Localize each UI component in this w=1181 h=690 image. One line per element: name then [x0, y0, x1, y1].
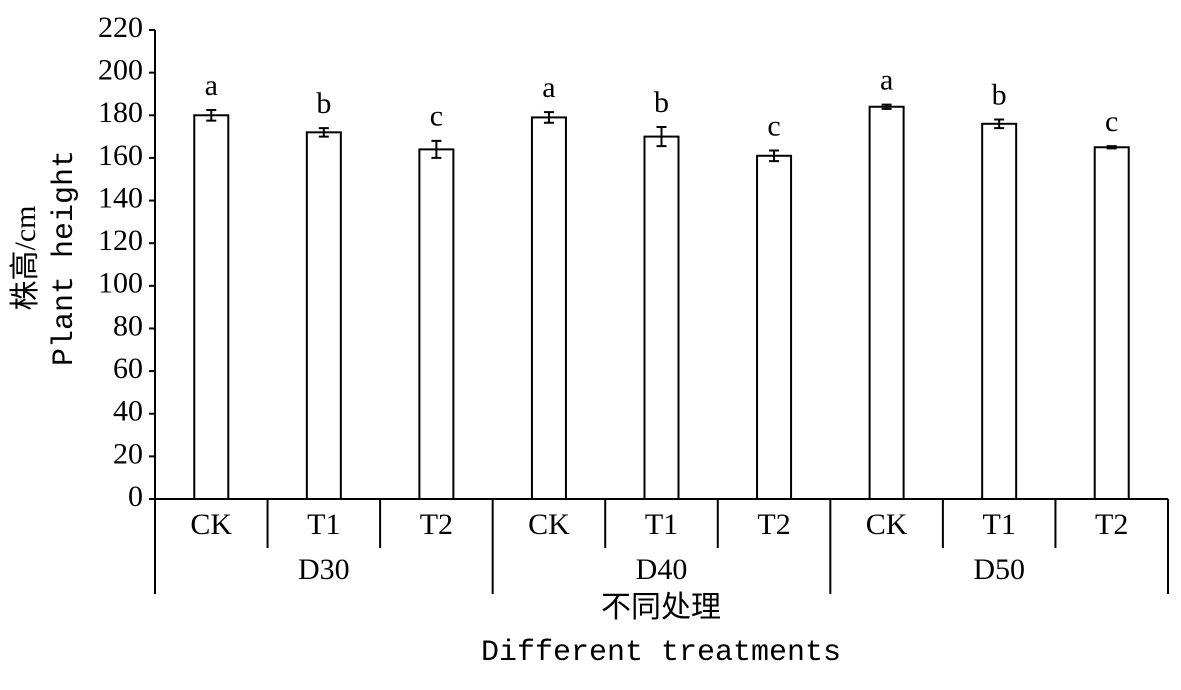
error-bar — [1106, 145, 1117, 150]
error-bar — [656, 125, 667, 148]
y-axis-title: 株高/cm — [9, 206, 42, 311]
y-tick-label: 40 — [113, 395, 143, 428]
x-tick-label: CK — [866, 508, 908, 541]
bar — [193, 114, 230, 500]
y-tick-label: 80 — [113, 309, 143, 342]
error-bar — [318, 127, 329, 138]
significance-letter: b — [992, 78, 1007, 111]
error-bar — [206, 108, 217, 122]
y-tick-label: 0 — [128, 480, 143, 513]
y-tick-label: 120 — [98, 224, 143, 257]
y-tick-label: 60 — [113, 352, 143, 385]
y-tick-label: 220 — [98, 11, 143, 44]
y-tick-label: 100 — [98, 267, 143, 300]
error-bar — [769, 149, 780, 163]
x-axis-title: Different treatments — [481, 636, 841, 670]
significance-letter: b — [316, 87, 331, 120]
x-tick-label: T2 — [420, 508, 453, 541]
significance-letter: a — [205, 69, 218, 102]
x-tick-label: T1 — [983, 508, 1016, 541]
x-tick-label: T1 — [645, 508, 678, 541]
y-tick-label: 160 — [98, 139, 143, 172]
x-tick-label: CK — [528, 508, 570, 541]
y-axis-title: Plant height — [48, 150, 82, 366]
group-label: D30 — [298, 553, 350, 586]
bar — [868, 105, 905, 500]
error-bar — [994, 118, 1005, 130]
y-tick-label: 200 — [98, 54, 143, 87]
y-tick-label: 20 — [113, 437, 143, 470]
x-tick-label: CK — [190, 508, 232, 541]
significance-letter: c — [430, 100, 443, 133]
significance-letter: c — [1105, 105, 1118, 138]
bar — [305, 131, 342, 500]
x-tick-label: T1 — [307, 508, 340, 541]
bar — [530, 116, 567, 501]
significance-letter: c — [767, 109, 780, 142]
significance-letter: a — [880, 64, 893, 97]
y-tick-label: 180 — [98, 96, 143, 129]
error-bar — [881, 103, 892, 110]
bar — [981, 122, 1018, 501]
bar — [1093, 146, 1130, 500]
error-bar — [431, 139, 442, 159]
x-axis-title: 不同处理 — [601, 591, 721, 624]
y-tick-label: 140 — [98, 181, 143, 214]
error-bar — [543, 111, 554, 124]
bar — [643, 135, 680, 500]
significance-letter: b — [654, 86, 669, 119]
bar — [756, 154, 793, 500]
bar — [418, 148, 455, 501]
x-tick-label: T2 — [1095, 508, 1128, 541]
group-label: D50 — [973, 553, 1025, 586]
group-label: D40 — [636, 553, 688, 586]
significance-letter: a — [542, 71, 555, 104]
x-tick-label: T2 — [757, 508, 790, 541]
